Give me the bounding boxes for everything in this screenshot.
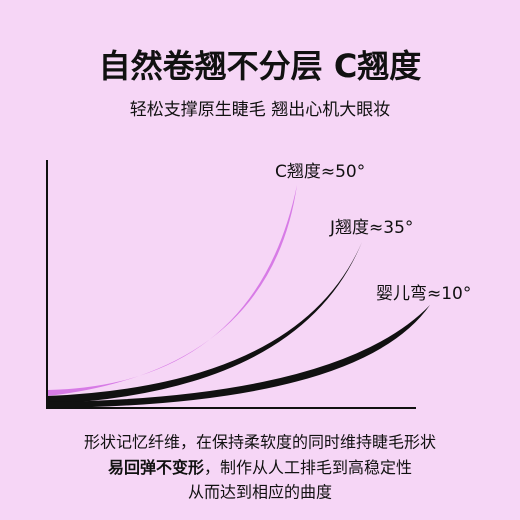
footer-rest: ，制作从人工排毛到高稳定性	[204, 458, 412, 477]
title: 自然卷翘不分层 C翘度	[99, 47, 422, 85]
curve-label: C翘度≈50°	[275, 162, 365, 182]
footer-bold: 易回弹不变形	[108, 458, 204, 477]
footer-line: 形状记忆纤维，在保持柔软度的同时维持睫毛形状	[84, 433, 436, 452]
footer-line: 易回弹不变形，制作从人工排毛到高稳定性	[108, 458, 412, 477]
j-curve	[48, 242, 362, 404]
subtitle: 轻松支撑原生睫毛 翘出心机大眼妆	[130, 100, 390, 120]
curve-label: J翘度≈35°	[329, 218, 413, 238]
footer-line: 从而达到相应的曲度	[188, 483, 332, 502]
curve-label: 婴儿弯≈10°	[376, 284, 471, 304]
baby-curve	[48, 305, 430, 408]
